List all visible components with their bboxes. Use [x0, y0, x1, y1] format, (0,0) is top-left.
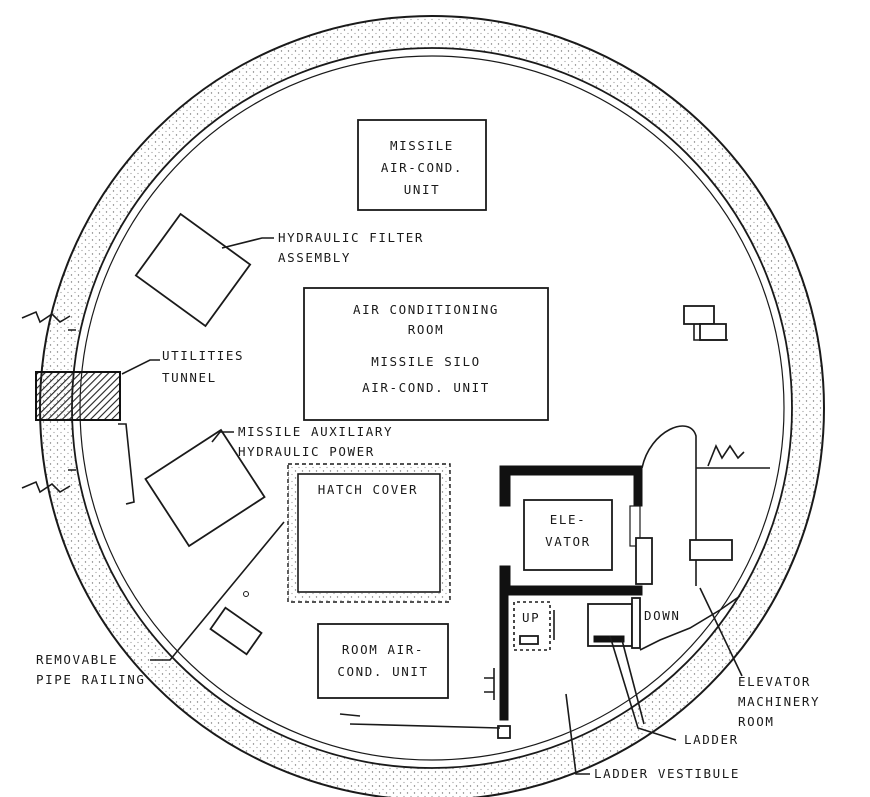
hatch-cover: HATCH COVER: [287, 463, 451, 603]
utilities-tunnel-label-2: TUNNEL: [162, 370, 217, 385]
utilities-tunnel: [21, 310, 121, 494]
machinery-room-walls: [639, 425, 770, 651]
room-ac-unit-label-2: COND. UNIT: [337, 664, 428, 679]
aux-hydraulic-label-2: HYDRAULIC POWER: [238, 444, 375, 459]
ladder-label: LADDER: [684, 732, 739, 747]
removable-railing-label-2: PIPE RAILING: [36, 672, 146, 687]
missile-ac-unit-label-2: AIR-COND.: [381, 160, 463, 175]
hydraulic-filter-label-1: HYDRAULIC FILTER: [278, 230, 424, 245]
small-equipment: [209, 606, 263, 656]
utilities-tunnel-callout: UTILITIES TUNNEL: [121, 348, 244, 385]
air-conditioning-room: AIR CONDITIONING ROOM MISSILE SILO AIR-C…: [303, 287, 549, 421]
ac-room-label-4: AIR-COND. UNIT: [362, 380, 490, 395]
elevator-shaft: ELE- VATOR: [499, 465, 653, 596]
removable-railing-label-1: REMOVABLE: [36, 652, 118, 667]
ac-room-label-1: AIR CONDITIONING: [353, 302, 499, 317]
down-label: DOWN: [644, 608, 681, 623]
ladder-vestibule-label: LADDER VESTIBULE: [594, 766, 740, 781]
aux-hydraulic-label-1: MISSILE AUXILIARY: [238, 424, 393, 439]
floor-marker: [243, 591, 249, 597]
ac-room-label-3: MISSILE SILO: [371, 354, 481, 369]
ladder-callout: LADDER: [609, 635, 739, 747]
elevator-machinery-callout: ELEVATOR MACHINERY ROOM: [699, 587, 820, 729]
room-ac-unit: ROOM AIR- COND. UNIT: [317, 623, 449, 699]
machinery-label-3: ROOM: [738, 714, 775, 729]
room-ac-unit-label-1: ROOM AIR-: [342, 642, 424, 657]
ladder-vestibule-area: UP DOWN: [484, 589, 681, 739]
ac-room-label-2: ROOM: [408, 322, 445, 337]
wall-mounted-equipment: [683, 305, 728, 341]
lower-wall-edge: [339, 713, 501, 729]
hatch-cover-label: HATCH COVER: [318, 482, 418, 497]
hydraulic-filter-assembly: HYDRAULIC FILTER ASSEMBLY: [134, 212, 424, 328]
railing-segment: [118, 423, 135, 505]
missile-ac-unit: MISSILE AIR-COND. UNIT: [357, 119, 487, 211]
elevator-label-1: ELE-: [550, 512, 587, 527]
missile-ac-unit-label-1: MISSILE: [390, 138, 454, 153]
auxiliary-hydraulic-power: MISSILE AUXILIARY HYDRAULIC POWER: [144, 424, 393, 548]
machinery-label-1: ELEVATOR: [738, 674, 811, 689]
machinery-label-2: MACHINERY: [738, 694, 820, 709]
up-label: UP: [522, 610, 540, 625]
removable-railing-callout: REMOVABLE PIPE RAILING: [36, 521, 285, 687]
utilities-tunnel-label-1: UTILITIES: [162, 348, 244, 363]
elevator-label-2: VATOR: [545, 534, 591, 549]
ladder-vestibule-callout: LADDER VESTIBULE: [565, 693, 740, 781]
hydraulic-filter-label-2: ASSEMBLY: [278, 250, 351, 265]
missile-ac-unit-label-3: UNIT: [404, 182, 441, 197]
